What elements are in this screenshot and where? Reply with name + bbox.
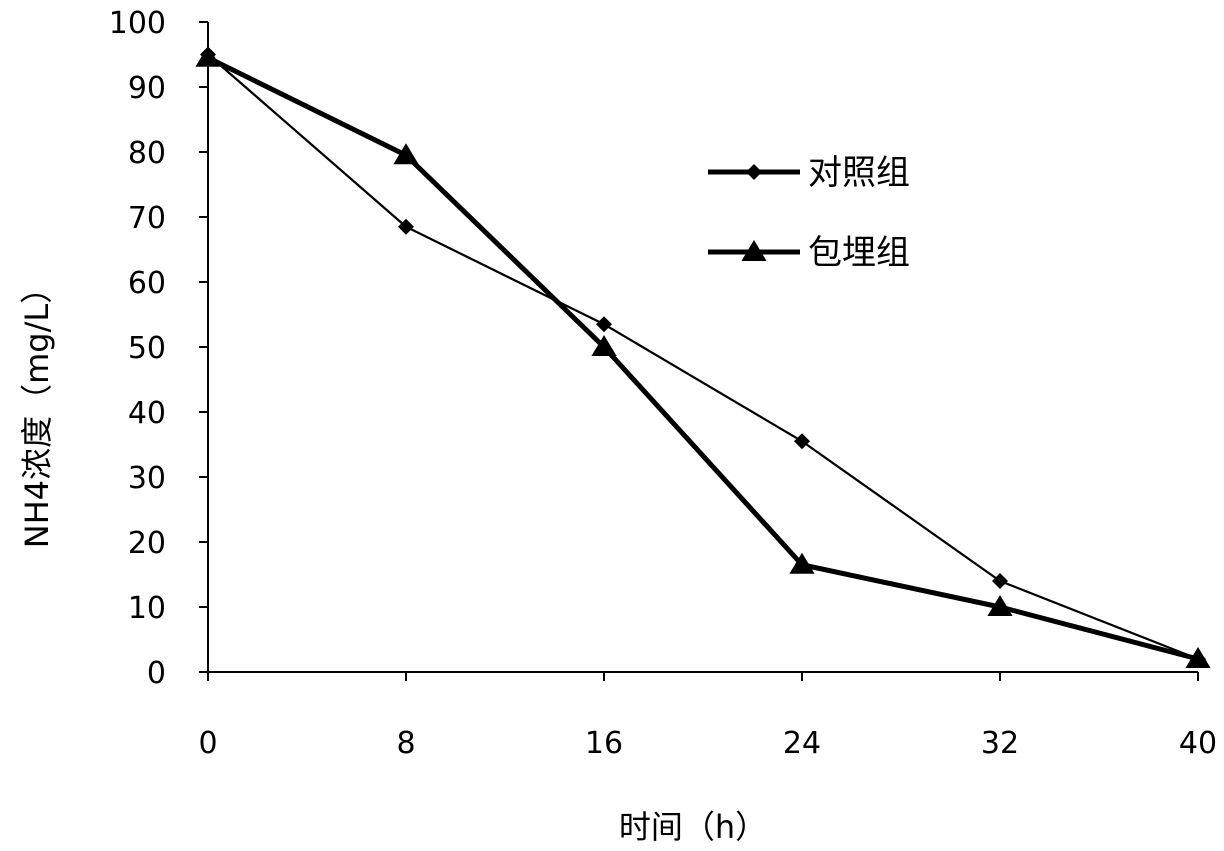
data-point-triangle <box>1185 647 1211 668</box>
x-axis: 0 8 16 24 32 40 <box>198 671 1217 761</box>
x-tick-label: 24 <box>783 726 821 761</box>
y-tick-label: 30 <box>128 461 166 496</box>
y-tick-label: 100 <box>109 6 166 41</box>
series-line-control <box>207 53 1199 661</box>
x-tick-label: 32 <box>981 726 1019 761</box>
x-tick-label: 16 <box>585 726 623 761</box>
legend-marker-diamond <box>746 164 762 180</box>
data-point-triangle <box>591 335 617 356</box>
data-point-triangle <box>195 45 221 67</box>
y-tick-label: 40 <box>128 396 166 431</box>
y-axis-title: NH4浓度（mg/L） <box>18 272 56 548</box>
data-point-triangle <box>789 552 815 574</box>
x-tick-label: 8 <box>396 726 415 761</box>
y-tick-label: 80 <box>128 136 166 171</box>
legend-label: 包埋组 <box>808 233 910 273</box>
series-line-embedded <box>206 55 1199 662</box>
y-axis: 0 10 20 30 40 50 60 70 80 90 100 <box>109 6 209 691</box>
x-axis-title: 时间（h） <box>619 808 767 846</box>
x-tick-label: 0 <box>198 726 217 761</box>
plot-series <box>195 45 1211 668</box>
data-point-diamond <box>992 573 1008 589</box>
data-point-diamond <box>398 218 414 235</box>
data-point-triangle <box>393 143 419 165</box>
y-tick-label: 10 <box>128 591 166 626</box>
y-tick-label: 20 <box>128 526 166 561</box>
y-tick-label: 70 <box>128 201 166 236</box>
legend-label: 对照组 <box>808 153 910 193</box>
x-tick-label: 40 <box>1179 726 1217 761</box>
y-tick-label: 50 <box>128 331 166 366</box>
data-point-diamond <box>794 433 810 450</box>
data-point-triangle <box>987 595 1013 616</box>
y-tick-label: 90 <box>128 71 166 106</box>
y-tick-label: 0 <box>147 656 166 691</box>
data-point-diamond <box>596 316 612 333</box>
legend-marker-triangle <box>741 240 767 261</box>
y-tick-label: 60 <box>128 266 166 301</box>
